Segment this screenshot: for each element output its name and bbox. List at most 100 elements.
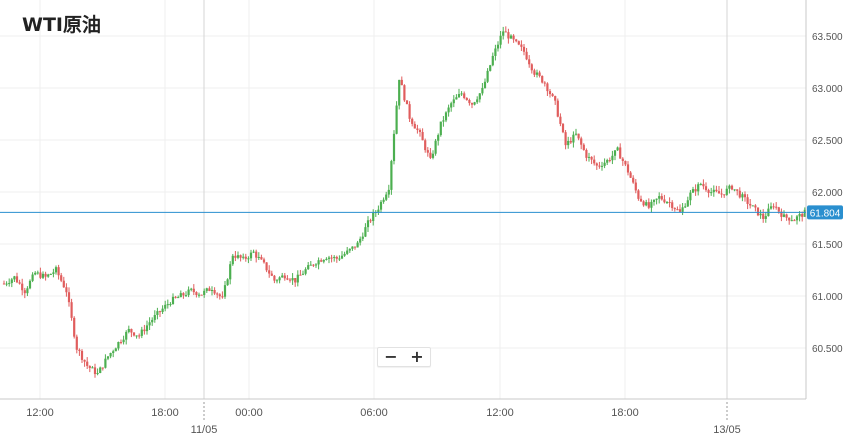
candle-body [234, 255, 237, 258]
candle-body [390, 161, 393, 190]
candle-body [205, 288, 208, 291]
candle-body [535, 72, 539, 75]
candle-body [96, 372, 99, 375]
candle-body [715, 189, 718, 192]
candle-body [712, 189, 715, 193]
candle-body [546, 83, 549, 92]
candle-body [499, 35, 502, 45]
candle-body [353, 246, 357, 248]
candle-body [496, 44, 500, 49]
y-tick-label: 63.500 [812, 32, 843, 43]
candle-body [803, 209, 806, 217]
candle-body [772, 206, 775, 208]
candle-body [91, 367, 94, 369]
y-tick-label: 62.500 [812, 136, 843, 147]
candle-body [749, 203, 752, 206]
candle-body [777, 207, 780, 212]
candle-body [429, 152, 432, 158]
candle-body [57, 267, 60, 276]
candle-body [2, 283, 6, 285]
candle-body [177, 297, 180, 299]
candle-body [723, 194, 726, 196]
candle-body [122, 339, 125, 343]
candle-body [335, 256, 338, 259]
candle-body [333, 256, 336, 258]
candle-body [195, 292, 198, 295]
candle-body [187, 289, 190, 296]
candle-body [372, 212, 375, 221]
candle-body [408, 104, 411, 119]
candle-body [382, 199, 385, 202]
candle-body [65, 287, 68, 293]
candle-body [418, 129, 422, 132]
grid [0, 0, 806, 399]
candle-body [530, 64, 533, 71]
candle-body [70, 302, 73, 318]
candle-body [262, 259, 266, 263]
candle-body [489, 65, 492, 71]
candle-body [756, 207, 760, 216]
candle-body [135, 335, 138, 337]
candle-body [117, 342, 120, 349]
candle-body [639, 198, 643, 202]
candle-body [668, 202, 671, 204]
candle-body [278, 277, 281, 281]
candle-body [522, 46, 526, 52]
candle-body [78, 349, 81, 351]
candle-body [452, 99, 455, 104]
y-tick-label: 60.500 [812, 344, 843, 355]
candle-body [93, 367, 97, 375]
candle-body [5, 283, 8, 285]
candle-body [260, 256, 263, 260]
candle-body [624, 160, 627, 165]
candle-body [343, 253, 346, 256]
candle-body [728, 185, 731, 189]
candle-body [507, 32, 510, 39]
candle-body [275, 280, 279, 282]
candle-body [660, 196, 663, 200]
candle-body [379, 201, 383, 210]
candle-body [314, 264, 318, 266]
candle-body [764, 216, 767, 219]
y-tick-label: 61.000 [812, 292, 843, 303]
zoom-in-button[interactable]: + [410, 347, 424, 366]
candle-body [632, 177, 635, 183]
candle-body [26, 288, 29, 294]
candle-body [119, 342, 123, 344]
candle-body [208, 288, 211, 291]
candle-body [338, 258, 341, 260]
candle-body [460, 93, 463, 95]
candle-body [366, 220, 370, 228]
y-tick-label: 61.500 [812, 240, 843, 251]
candle-body [548, 91, 552, 95]
candle-body [476, 99, 479, 103]
candle-body [223, 285, 227, 297]
candle-body [684, 206, 687, 208]
candle-body [455, 97, 458, 100]
candle-body [54, 267, 58, 273]
candle-body [658, 196, 661, 199]
candle-body [481, 87, 484, 94]
candle-body [743, 194, 747, 198]
candle-body [218, 294, 221, 297]
candle-body [697, 184, 700, 192]
candle-body [538, 72, 541, 76]
candle-body [504, 31, 507, 33]
candle-body [491, 55, 494, 66]
zoom-out-button[interactable]: − [384, 347, 398, 366]
candle-body [444, 112, 448, 121]
candle-body [320, 260, 323, 262]
candle-body [585, 149, 588, 158]
candle-body [216, 293, 219, 295]
candle-body [439, 121, 442, 136]
candle-body [151, 319, 154, 323]
candle-body [60, 275, 63, 281]
candle-body [652, 199, 656, 202]
candle-body [34, 272, 37, 275]
candle-body [582, 144, 585, 150]
candle-body [486, 70, 489, 82]
candle-body [203, 290, 206, 295]
candle-body [80, 350, 84, 360]
candle-body [31, 274, 34, 281]
candle-body [533, 70, 536, 75]
